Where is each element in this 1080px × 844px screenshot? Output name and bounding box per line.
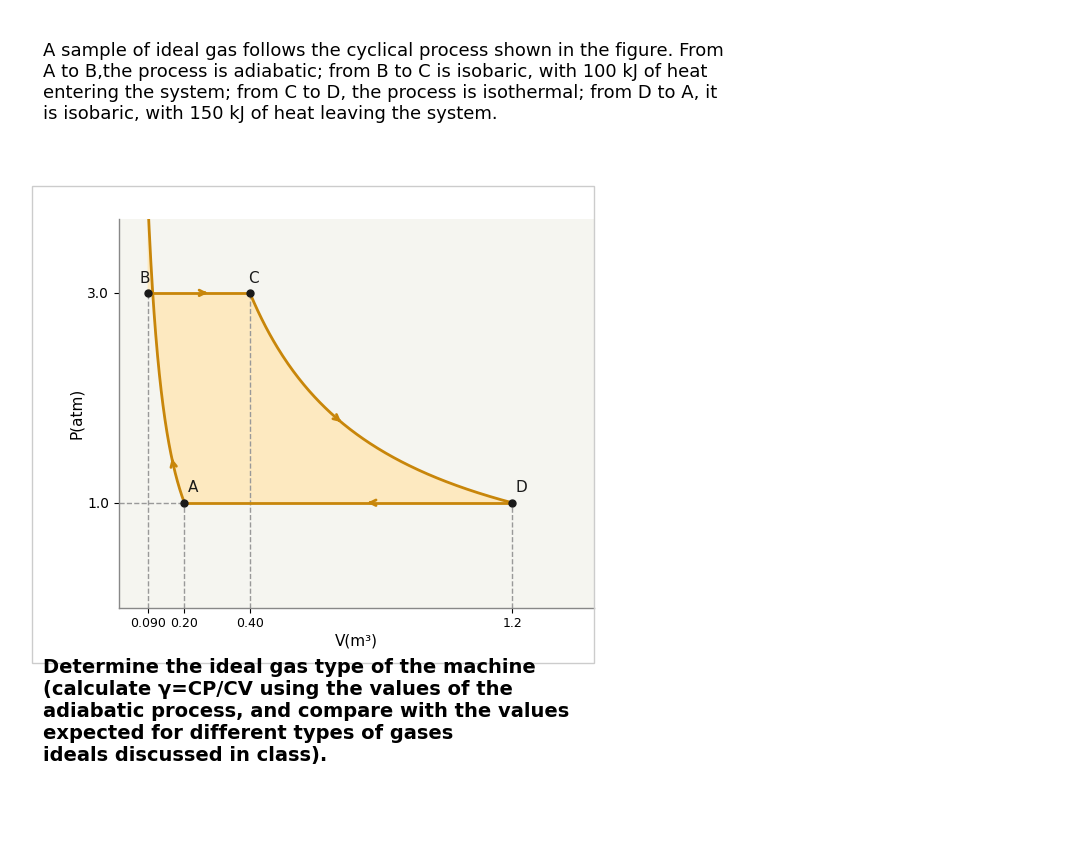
Text: A sample of ideal gas follows the cyclical process shown in the figure. From
A t: A sample of ideal gas follows the cyclic… xyxy=(43,42,724,122)
Y-axis label: P(atm): P(atm) xyxy=(69,388,84,439)
X-axis label: V(m³): V(m³) xyxy=(335,633,378,648)
Polygon shape xyxy=(148,210,512,503)
Text: C: C xyxy=(247,271,258,285)
Text: Determine the ideal gas type of the machine
(calculate γ=CP/CV using the values : Determine the ideal gas type of the mach… xyxy=(43,658,569,766)
Text: B: B xyxy=(139,271,150,285)
Text: D: D xyxy=(515,480,527,495)
Text: A: A xyxy=(188,480,198,495)
